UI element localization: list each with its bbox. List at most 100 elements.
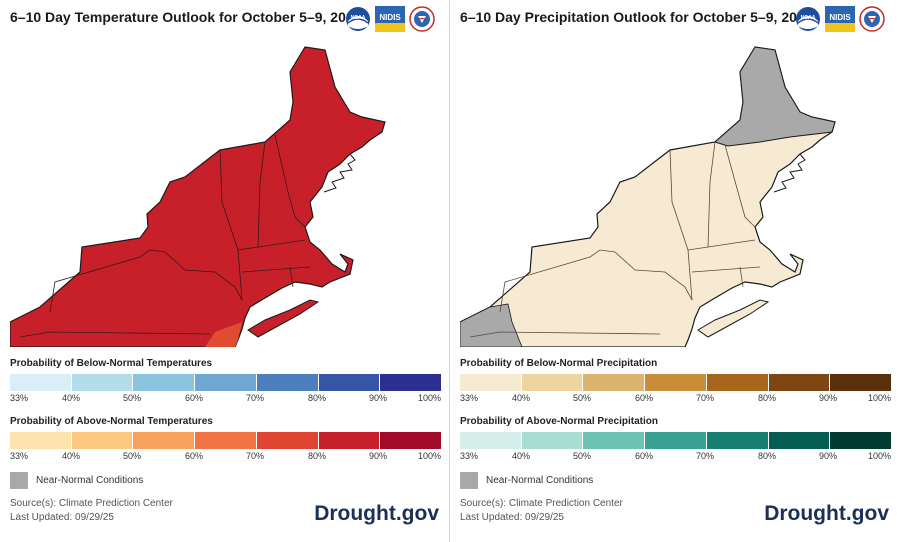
tick-label: 60%	[185, 451, 204, 461]
nws-logo-icon[interactable]	[859, 6, 885, 32]
legend-swatch	[830, 432, 892, 449]
legend-swatch	[706, 432, 769, 449]
legend-swatch	[318, 432, 381, 449]
below-normal-ticks: 33% 40% 50% 60% 70% 80% 90% 100%	[10, 393, 441, 405]
long-island	[247, 299, 320, 338]
source-text: Source(s): Climate Prediction Center	[10, 498, 173, 509]
precipitation-outlook-panel: 6–10 Day Precipitation Outlook for Octob…	[449, 0, 899, 542]
above-normal-color-bar	[460, 432, 892, 449]
below-normal-ticks: 33% 40% 50% 60% 70% 80% 90% 100%	[460, 393, 891, 405]
below-normal-legend-title: Probability of Below-Normal Temperatures	[10, 358, 213, 369]
tick-label: 70%	[696, 393, 715, 403]
nws-logo-icon[interactable]	[409, 6, 435, 32]
legend-swatch	[645, 432, 707, 449]
tick-label: 50%	[573, 393, 592, 403]
above-normal-ticks: 33% 40% 50% 60% 70% 80% 90% 100%	[10, 451, 441, 463]
tick-label: 40%	[512, 451, 531, 461]
tick-label: 90%	[369, 451, 388, 461]
svg-text:NOAA: NOAA	[801, 15, 816, 21]
noaa-logo-icon[interactable]: NOAA	[795, 6, 821, 32]
state-borders	[469, 141, 761, 338]
legend-swatch	[195, 374, 257, 391]
legend-swatch	[71, 432, 134, 449]
last-updated-text: Last Updated: 09/29/25	[460, 512, 564, 523]
maine-coastline	[773, 153, 806, 193]
near-normal-zone-maine	[713, 46, 836, 147]
maine-coastline	[323, 153, 356, 193]
tick-label: 33%	[10, 451, 29, 461]
temperature-lighter-zone	[205, 322, 242, 347]
legend-swatch	[10, 374, 72, 391]
legend-swatch	[256, 374, 319, 391]
tick-label: 40%	[62, 393, 81, 403]
temperature-outlook-region	[10, 46, 386, 347]
legend-swatch	[460, 432, 522, 449]
tick-label: 100%	[417, 451, 441, 461]
nidis-logo-icon[interactable]: NIDIS	[825, 6, 855, 32]
drought-gov-link[interactable]: Drought.gov	[764, 502, 889, 525]
legend-swatch	[768, 374, 831, 391]
tick-label: 60%	[635, 451, 654, 461]
legend-swatch	[133, 432, 196, 449]
tick-label: 50%	[123, 451, 142, 461]
nidis-logo-icon[interactable]: NIDIS	[375, 6, 405, 32]
legend-swatch	[645, 374, 707, 391]
near-normal-swatch	[10, 472, 28, 489]
legend-swatch	[521, 374, 584, 391]
tick-label: 33%	[10, 393, 29, 403]
near-normal-label: Near-Normal Conditions	[486, 475, 594, 486]
precipitation-map	[460, 42, 890, 347]
legend-swatch	[830, 374, 892, 391]
temperature-outlook-panel: 6–10 Day Temperature Outlook for October…	[0, 0, 449, 542]
legend-swatch	[768, 432, 831, 449]
above-normal-legend-title: Probability of Above-Normal Temperatures	[10, 416, 213, 427]
legend-swatch	[521, 432, 584, 449]
source-text: Source(s): Climate Prediction Center	[460, 498, 623, 509]
svg-text:NIDIS: NIDIS	[379, 13, 401, 22]
legend-swatch	[256, 432, 319, 449]
tick-label: 40%	[512, 393, 531, 403]
below-normal-color-bar	[460, 374, 892, 391]
last-updated-text: Last Updated: 09/29/25	[10, 512, 114, 523]
legend-swatch	[318, 374, 381, 391]
tick-label: 80%	[758, 393, 777, 403]
state-borders	[19, 134, 311, 338]
precipitation-outlook-title: 6–10 Day Precipitation Outlook for Octob…	[460, 9, 813, 25]
near-normal-swatch	[460, 472, 478, 489]
noaa-logo-icon[interactable]: NOAA	[345, 6, 371, 32]
near-normal-label: Near-Normal Conditions	[36, 475, 144, 486]
tick-label: 100%	[417, 393, 441, 403]
tick-label: 70%	[696, 451, 715, 461]
tick-label: 40%	[62, 451, 81, 461]
tick-label: 50%	[573, 451, 592, 461]
tick-label: 33%	[460, 393, 479, 403]
below-normal-legend-title: Probability of Below-Normal Precipitatio…	[460, 358, 658, 369]
tick-label: 60%	[185, 393, 204, 403]
tick-label: 80%	[308, 393, 327, 403]
legend-swatch	[706, 374, 769, 391]
tick-label: 80%	[758, 451, 777, 461]
legend-swatch	[583, 432, 646, 449]
legend-swatch	[583, 374, 646, 391]
long-island	[697, 299, 770, 338]
tick-label: 50%	[123, 393, 142, 403]
drought-gov-link[interactable]: Drought.gov	[314, 502, 439, 525]
tick-label: 90%	[819, 451, 838, 461]
legend-swatch	[10, 432, 72, 449]
legend-swatch	[195, 432, 257, 449]
tick-label: 90%	[819, 393, 838, 403]
legend-swatch	[133, 374, 196, 391]
tick-label: 70%	[246, 451, 265, 461]
below-normal-color-bar	[10, 374, 442, 391]
temperature-outlook-title: 6–10 Day Temperature Outlook for October…	[10, 9, 362, 25]
tick-label: 70%	[246, 393, 265, 403]
legend-swatch	[71, 374, 134, 391]
above-normal-ticks: 33% 40% 50% 60% 70% 80% 90% 100%	[460, 451, 891, 463]
svg-text:NOAA: NOAA	[351, 15, 366, 21]
tick-label: 100%	[867, 393, 891, 403]
tick-label: 80%	[308, 451, 327, 461]
tick-label: 60%	[635, 393, 654, 403]
legend-swatch	[460, 374, 522, 391]
above-normal-legend-title: Probability of Above-Normal Precipitatio…	[460, 416, 658, 427]
temperature-map	[10, 42, 440, 347]
